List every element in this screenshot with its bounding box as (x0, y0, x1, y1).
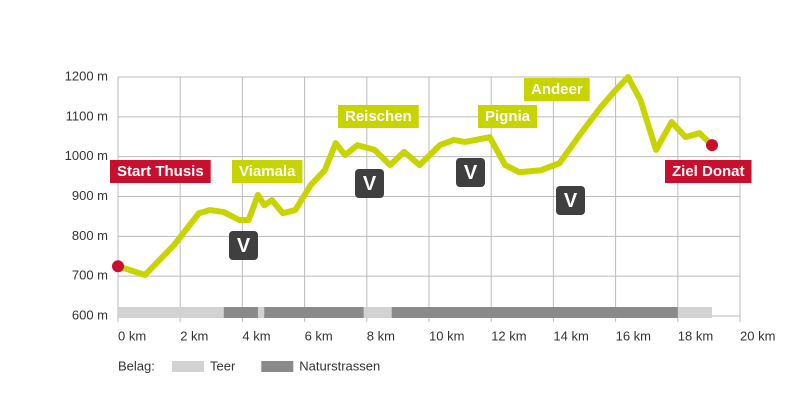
annotation-box (338, 105, 419, 128)
x-tick-label: 16 km (616, 328, 651, 343)
annotation: Ziel Donat (672, 163, 745, 180)
marker-box (229, 231, 258, 260)
annotation-box (478, 105, 538, 128)
legend-swatch (172, 361, 204, 372)
annotation: Reischen (345, 108, 412, 125)
elevation-line (115, 74, 716, 278)
y-tick-label: 1000 m (65, 148, 108, 163)
annotation: Pignia (485, 108, 531, 125)
annotation: Viamala (239, 163, 296, 180)
x-tick-label: 18 km (678, 328, 713, 343)
y-tick-label: 900 m (72, 188, 108, 203)
marker-label: V (237, 235, 251, 257)
legend-swatch (261, 361, 294, 372)
surface-segment (118, 307, 224, 318)
marker-label: V (564, 190, 578, 212)
surface-segment (264, 307, 364, 318)
annotation: Start Thusis (117, 163, 204, 180)
x-tick-label: 20 km (740, 328, 775, 343)
endpoint (706, 139, 719, 152)
annotation-box (665, 160, 752, 183)
y-tick-label: 1100 m (66, 108, 108, 123)
x-tick-label: 0 km (118, 328, 146, 343)
surface-segment (677, 307, 713, 318)
x-tick-label: 10 km (429, 328, 464, 343)
y-tick-label: 700 m (72, 268, 108, 283)
marker-box (355, 169, 384, 198)
annotation-box (110, 160, 211, 183)
marker-label: V (363, 173, 377, 195)
annotation: Andeer (531, 81, 583, 98)
legend-title: Belag: (118, 358, 155, 373)
x-tick-label: 2 km (180, 328, 208, 343)
marker-box (456, 158, 485, 187)
x-tick-label: 6 km (305, 328, 333, 343)
x-tick-label: 4 km (242, 328, 270, 343)
y-tick-label: 800 m (72, 228, 108, 243)
surface-segment (363, 307, 392, 318)
legend-label: Naturstrassen (299, 358, 380, 373)
marker-box (556, 186, 585, 215)
x-tick-label: 14 km (553, 328, 588, 343)
surface-segment (391, 307, 678, 318)
endpoint (112, 260, 124, 273)
surface-segment (257, 307, 265, 318)
annotation-box (524, 78, 590, 101)
annotation-box (232, 160, 303, 183)
x-tick-label: 8 km (367, 328, 395, 343)
y-tick-label: 600 m (72, 307, 108, 322)
x-tick-label: 12 km (491, 328, 526, 343)
surface-segment (223, 307, 258, 318)
y-tick-label: 1200 m (65, 68, 108, 83)
legend-label: Teer (210, 358, 236, 373)
marker-label: V (464, 162, 478, 184)
